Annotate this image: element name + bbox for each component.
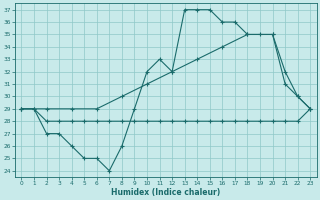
X-axis label: Humidex (Indice chaleur): Humidex (Indice chaleur): [111, 188, 220, 197]
